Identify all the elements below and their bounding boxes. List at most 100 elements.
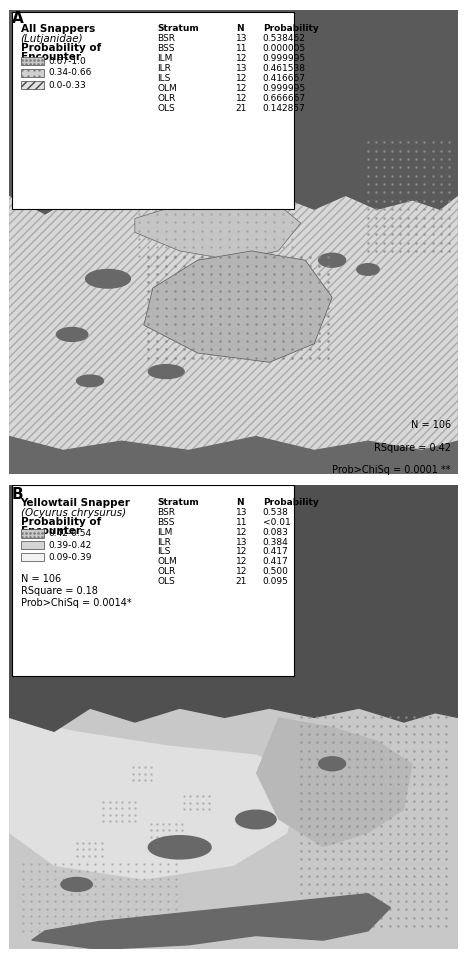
Ellipse shape xyxy=(57,328,88,341)
Text: Probability of: Probability of xyxy=(21,517,101,526)
Text: BSS: BSS xyxy=(157,44,175,53)
Text: 0.538: 0.538 xyxy=(262,507,289,517)
Text: 12: 12 xyxy=(236,548,247,556)
Ellipse shape xyxy=(85,269,130,288)
Text: 0.500: 0.500 xyxy=(262,568,289,576)
Text: N = 106: N = 106 xyxy=(21,574,61,584)
Text: (Ocyurus chrysurus): (Ocyurus chrysurus) xyxy=(21,507,126,518)
Text: 0.417: 0.417 xyxy=(262,557,289,567)
Text: 21: 21 xyxy=(236,577,247,586)
Text: 12: 12 xyxy=(236,568,247,576)
Text: 0.000005: 0.000005 xyxy=(262,44,306,53)
FancyBboxPatch shape xyxy=(12,485,294,675)
Text: N: N xyxy=(236,24,243,34)
Text: ILR: ILR xyxy=(157,63,171,73)
Text: B: B xyxy=(12,487,23,502)
FancyBboxPatch shape xyxy=(21,68,44,77)
Text: Encounter: Encounter xyxy=(21,53,80,62)
Text: 0.416667: 0.416667 xyxy=(262,74,305,82)
Text: 12: 12 xyxy=(236,94,247,103)
Text: OLS: OLS xyxy=(157,577,175,586)
Text: 0.095: 0.095 xyxy=(262,577,289,586)
Text: BSS: BSS xyxy=(157,518,175,526)
Text: 0.384: 0.384 xyxy=(262,537,289,547)
Text: 0.34-0.66: 0.34-0.66 xyxy=(48,68,91,78)
Polygon shape xyxy=(9,436,458,474)
Text: OLR: OLR xyxy=(157,94,176,103)
Text: 13: 13 xyxy=(236,507,247,517)
Text: Probability: Probability xyxy=(262,499,318,507)
Text: 0.538462: 0.538462 xyxy=(262,34,305,43)
Text: 13: 13 xyxy=(236,537,247,547)
Text: BSR: BSR xyxy=(157,507,175,517)
Text: 0.417: 0.417 xyxy=(262,548,289,556)
Text: 0.39-0.42: 0.39-0.42 xyxy=(48,541,91,550)
Text: Probability of: Probability of xyxy=(21,43,101,53)
Polygon shape xyxy=(9,485,458,732)
FancyBboxPatch shape xyxy=(21,57,44,65)
FancyBboxPatch shape xyxy=(21,541,44,550)
Text: Encounter: Encounter xyxy=(21,526,80,536)
Text: 0.666667: 0.666667 xyxy=(262,94,306,103)
Text: 13: 13 xyxy=(236,63,247,73)
Text: N = 106: N = 106 xyxy=(411,420,451,431)
Text: N: N xyxy=(236,499,243,507)
Ellipse shape xyxy=(236,810,276,829)
Text: Prob>ChiSq = 0.0001 **: Prob>ChiSq = 0.0001 ** xyxy=(333,465,451,475)
FancyBboxPatch shape xyxy=(21,553,44,561)
Polygon shape xyxy=(256,717,413,848)
Text: 0.999995: 0.999995 xyxy=(262,83,306,93)
Text: 0.42-0.54: 0.42-0.54 xyxy=(48,529,91,538)
Text: 0.67-1.0: 0.67-1.0 xyxy=(48,57,85,65)
Text: OLM: OLM xyxy=(157,557,177,567)
Ellipse shape xyxy=(318,757,346,771)
Text: <0.01: <0.01 xyxy=(262,518,290,526)
Text: Yellowtail Snapper: Yellowtail Snapper xyxy=(21,499,130,508)
Polygon shape xyxy=(9,10,458,214)
Text: 0.083: 0.083 xyxy=(262,527,289,536)
Text: 21: 21 xyxy=(236,104,247,112)
Text: 0.999995: 0.999995 xyxy=(262,54,306,62)
Text: 0.0-0.33: 0.0-0.33 xyxy=(48,81,85,90)
Text: 12: 12 xyxy=(236,527,247,536)
Text: BSR: BSR xyxy=(157,34,175,43)
Text: Prob>ChiSq = 0.0014*: Prob>ChiSq = 0.0014* xyxy=(21,597,131,608)
Text: OLS: OLS xyxy=(157,104,175,112)
Text: OLR: OLR xyxy=(157,568,176,576)
Text: RSquare = 0.42: RSquare = 0.42 xyxy=(374,443,451,453)
Ellipse shape xyxy=(149,364,184,379)
Text: 12: 12 xyxy=(236,74,247,82)
Text: Stratum: Stratum xyxy=(157,499,199,507)
Ellipse shape xyxy=(61,877,92,892)
Text: 11: 11 xyxy=(236,518,247,526)
Text: 12: 12 xyxy=(236,83,247,93)
Text: OLM: OLM xyxy=(157,83,177,93)
Ellipse shape xyxy=(77,375,104,386)
Text: 12: 12 xyxy=(236,54,247,62)
Text: 13: 13 xyxy=(236,34,247,43)
Text: Stratum: Stratum xyxy=(157,24,199,34)
Text: All Snappers: All Snappers xyxy=(21,24,95,35)
Ellipse shape xyxy=(318,253,346,268)
Text: 0.461538: 0.461538 xyxy=(262,63,305,73)
Ellipse shape xyxy=(149,835,211,859)
Text: 0.142857: 0.142857 xyxy=(262,104,305,112)
Text: RSquare = 0.18: RSquare = 0.18 xyxy=(21,586,98,596)
Polygon shape xyxy=(9,717,301,879)
FancyBboxPatch shape xyxy=(12,12,294,209)
Polygon shape xyxy=(144,251,332,363)
Text: ILM: ILM xyxy=(157,527,173,536)
Text: 12: 12 xyxy=(236,557,247,567)
FancyBboxPatch shape xyxy=(21,529,44,538)
FancyBboxPatch shape xyxy=(21,82,44,89)
Text: Probability: Probability xyxy=(262,24,318,34)
Ellipse shape xyxy=(357,264,379,275)
Text: 0.09-0.39: 0.09-0.39 xyxy=(48,552,92,562)
Polygon shape xyxy=(135,196,301,260)
Polygon shape xyxy=(32,894,390,949)
Text: A: A xyxy=(12,11,23,26)
Text: ILS: ILS xyxy=(157,74,170,82)
Text: ILM: ILM xyxy=(157,54,173,62)
Text: (Lutjanidae): (Lutjanidae) xyxy=(21,34,83,44)
Text: 11: 11 xyxy=(236,44,247,53)
